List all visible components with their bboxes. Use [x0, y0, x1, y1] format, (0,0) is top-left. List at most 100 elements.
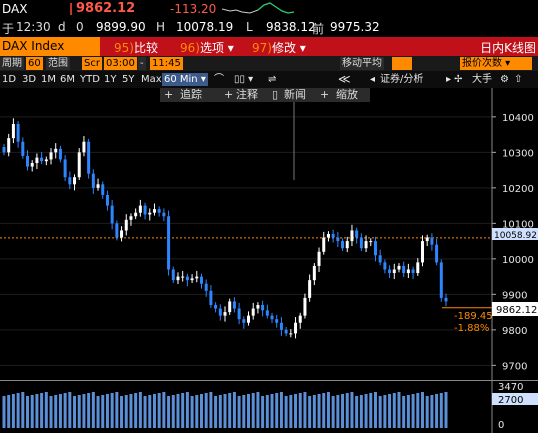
pan-right-icon[interactable]: ▸ [446, 74, 452, 85]
candlestick-chart[interactable]: 10400 10300 10200 10100 10000 9900 9800 9700 10… [0, 88, 538, 380]
period-value[interactable]: 60 [26, 57, 43, 70]
volume-bar [120, 396, 124, 428]
moving-average-field[interactable] [392, 57, 412, 70]
period-5y[interactable]: 5Y [122, 74, 135, 85]
candle-body [138, 205, 142, 213]
news-button[interactable]: 新闻 [284, 88, 306, 101]
candle-body [435, 244, 439, 263]
period-ytd[interactable]: YTD [80, 74, 100, 85]
compare-button-num: 95) [114, 41, 134, 55]
volume-bar [162, 392, 166, 428]
chart-grid [0, 116, 492, 366]
moving-average-label[interactable]: 移动平均 [340, 57, 384, 70]
period-label: 周期 [0, 57, 24, 70]
volume-bar [345, 393, 349, 428]
volume-bar [204, 393, 208, 428]
candle-body [341, 241, 345, 249]
period-1d[interactable]: 1D [2, 74, 17, 85]
volume-bar [152, 394, 156, 428]
volume-bar [223, 394, 227, 428]
period-1y[interactable]: 1Y [104, 74, 117, 85]
pan-left-icon[interactable]: ◂ [370, 74, 376, 85]
period-6m[interactable]: 6M [60, 74, 75, 85]
line-chart-icon[interactable]: ⌒ [214, 74, 224, 85]
candle-body [82, 141, 86, 153]
candle-body [105, 194, 109, 206]
volume-bar [355, 396, 359, 428]
candle-body [223, 312, 227, 316]
compare-button[interactable]: 95)比较 [114, 39, 158, 56]
annotate-button[interactable]: 注释 [236, 88, 258, 101]
volume-bar [388, 394, 392, 428]
track-button[interactable]: 追踪 [180, 88, 202, 101]
candle-body [359, 237, 363, 249]
volume-bar [420, 392, 424, 428]
annotate-icon[interactable]: + [224, 88, 234, 101]
chart-title: 日内K线图 [480, 41, 536, 55]
candle-body [152, 209, 156, 213]
ticker-symbol[interactable]: DAX [2, 2, 28, 16]
ratio-analysis-button[interactable]: 证券/分析 [380, 74, 424, 85]
period-max[interactable]: Max [141, 74, 162, 85]
candle-body [444, 297, 448, 302]
y-tick-label: 10300 [502, 148, 534, 159]
scr-field[interactable]: Scr [82, 57, 102, 70]
candle-body [7, 138, 11, 153]
candle-body [425, 237, 429, 242]
options-button-label: 选项 [199, 41, 224, 55]
big-trade-icon[interactable]: ✢ [454, 74, 463, 85]
period-3d[interactable]: 3D [22, 74, 37, 85]
candle-body [322, 237, 326, 252]
volume-bar [416, 393, 420, 428]
candle-type-icon[interactable]: ▯▯ ▾ [234, 74, 254, 85]
modify-button[interactable]: 97)修改 ▾ [252, 41, 306, 55]
volume-bar [157, 393, 161, 428]
candle-body [204, 283, 208, 291]
options-button[interactable]: 96)选项 ▾ [180, 41, 234, 55]
volume-bar [138, 392, 142, 428]
volume-bar [30, 395, 34, 428]
crosshair-icon[interactable]: + [164, 88, 174, 101]
start-time-field[interactable]: 03:00 [104, 57, 137, 70]
quote-high: 10078.19 [176, 20, 234, 34]
volume-bar [317, 394, 321, 428]
volume-bar [289, 395, 293, 428]
ticker-bar: DAX 9862.12 -113.20 [0, 0, 538, 17]
volume-bar [261, 396, 265, 428]
candle-body [284, 329, 288, 334]
volume-bar [73, 396, 77, 428]
end-time-field[interactable]: 11:45 [150, 57, 183, 70]
candle-body [40, 157, 44, 162]
interval-dropdown[interactable]: 60 Min ▾ [162, 73, 208, 86]
quote-low-label: L [246, 20, 253, 34]
news-icon[interactable]: ▯ [272, 88, 279, 101]
options-button-num: 96) [180, 41, 200, 55]
volume-panel[interactable]: 3470 2700 0 [0, 380, 538, 433]
interval-value: 60 Min [164, 74, 198, 85]
period-1m[interactable]: 1M [41, 74, 56, 85]
candle-body [265, 310, 269, 316]
candle-body [167, 216, 171, 270]
candle-body [303, 297, 307, 316]
chart-settings-icon[interactable]: ⚙ [500, 74, 509, 85]
export-icon[interactable]: ⇧ [514, 74, 523, 85]
candle-body [21, 141, 25, 156]
big-trade-button[interactable]: 大手 [472, 74, 492, 85]
candle-body [326, 234, 330, 238]
volume-bar [195, 395, 199, 428]
zoom-icon[interactable]: + [320, 88, 330, 101]
candles [2, 118, 448, 339]
volume-bar [294, 394, 298, 428]
scroll-left-icon[interactable]: ≪ [338, 72, 351, 86]
report-count-dropdown[interactable]: 报价次数 ▾ [460, 57, 532, 70]
volume-bar [308, 396, 312, 428]
volume-bar [11, 394, 15, 428]
security-name[interactable]: DAX Index [0, 37, 100, 56]
volume-bar [209, 392, 213, 428]
candle-body [44, 159, 48, 162]
volume-bar [275, 393, 279, 428]
volume-bar [378, 396, 382, 428]
y-axis-ticks: 10400 10300 10200 10100 10000 9900 9800 9700 [492, 113, 534, 372]
settings-icon[interactable]: ⇌ [268, 74, 277, 85]
zoom-button[interactable]: 缩放 [336, 88, 358, 101]
